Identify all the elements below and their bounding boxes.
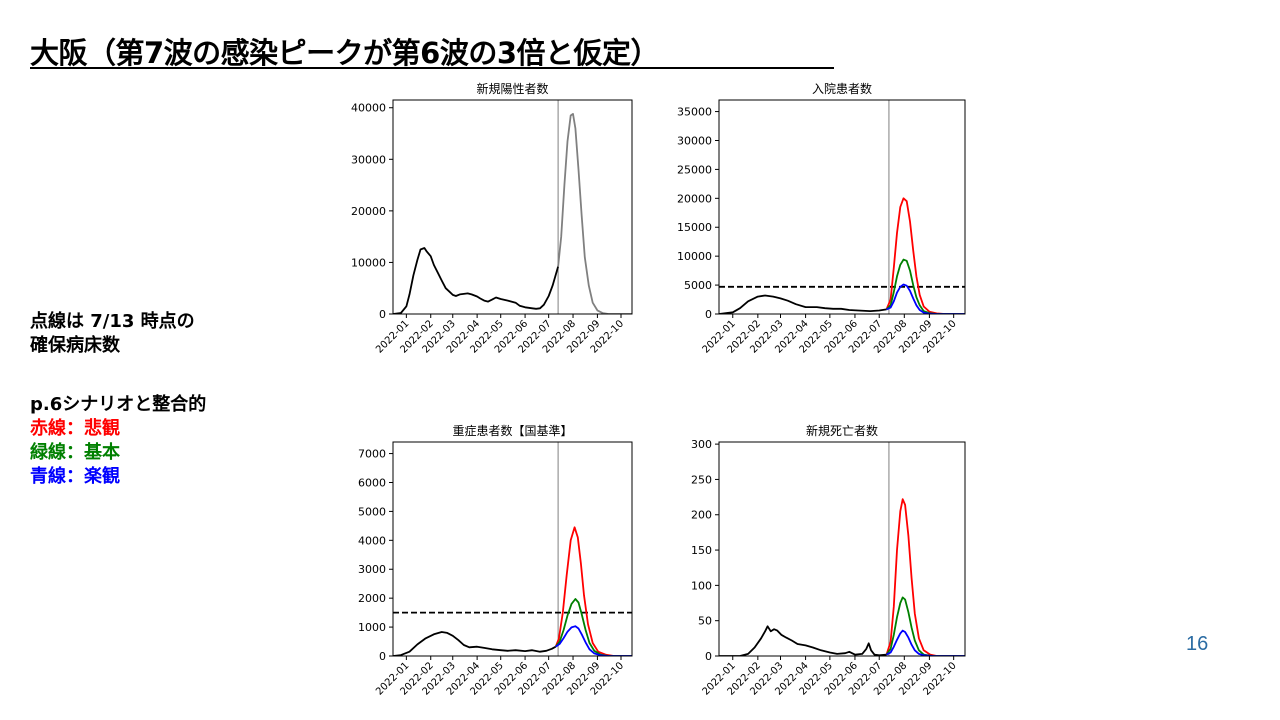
y-tick-label: 1000 bbox=[358, 621, 386, 634]
legend-base: 緑線：基本 bbox=[30, 442, 120, 463]
chart-hospitalized: 入院患者数 0 5000 10000 15000 20000 25000 30000 35000… bbox=[665, 78, 975, 378]
series-line-0 bbox=[393, 631, 557, 656]
plot-frame bbox=[718, 441, 966, 657]
y-tick-label: 0 bbox=[705, 650, 712, 663]
y-tick-label: 30000 bbox=[351, 153, 386, 166]
series-line-1 bbox=[557, 113, 632, 314]
y-tick-label: 40000 bbox=[351, 102, 386, 115]
series-line-0 bbox=[393, 247, 559, 314]
y-tick-label: 2000 bbox=[358, 592, 386, 605]
y-tick-label: 3000 bbox=[358, 563, 386, 576]
scenario-legend: p.6シナリオと整合的 赤線：悲観 緑線：基本 青線：楽観 bbox=[30, 393, 206, 489]
series-line-2 bbox=[885, 596, 965, 656]
chart-deaths: 新規死亡者数 0 50 100 150 200 250 300 2022-01 2022-02 20… bbox=[665, 420, 975, 720]
title-underline bbox=[30, 67, 834, 69]
capacity-note: 点線は 7/13 時点の 確保病床数 bbox=[30, 310, 195, 358]
y-tick-label: 20000 bbox=[677, 192, 712, 205]
y-tick-label: 150 bbox=[691, 544, 712, 557]
series-line-2 bbox=[554, 598, 632, 656]
plot-area bbox=[719, 100, 965, 314]
y-tick-label: 0 bbox=[379, 650, 386, 663]
y-tick-label: 200 bbox=[691, 509, 712, 522]
chart-title: 入院患者数 bbox=[812, 81, 872, 96]
y-tick-label: 250 bbox=[691, 473, 712, 486]
capacity-note-line2: 確保病床数 bbox=[30, 335, 120, 356]
plot-area bbox=[393, 442, 632, 656]
plot-area bbox=[393, 100, 632, 314]
y-tick-label: 4000 bbox=[358, 534, 386, 547]
chart-title: 新規死亡者数 bbox=[806, 423, 878, 438]
y-tick-label: 35000 bbox=[677, 106, 712, 119]
y-tick-label: 10000 bbox=[677, 250, 712, 263]
slide-title: 大阪（第7波の感染ピークが第6波の3倍と仮定） bbox=[30, 36, 660, 70]
legend-pessimistic: 赤線：悲観 bbox=[30, 418, 120, 439]
y-tick-label: 5000 bbox=[358, 505, 386, 518]
series-line-0 bbox=[719, 294, 887, 314]
plot-frame bbox=[392, 441, 633, 657]
series-line-1 bbox=[885, 498, 965, 656]
y-tick-label: 10000 bbox=[351, 256, 386, 269]
plot-area bbox=[719, 442, 965, 656]
series-line-3 bbox=[555, 625, 632, 656]
y-tick-label: 0 bbox=[379, 308, 386, 321]
consistency-note: p.6シナリオと整合的 bbox=[30, 394, 207, 415]
y-tick-label: 50 bbox=[698, 615, 712, 628]
y-tick-label: 100 bbox=[691, 579, 712, 592]
chart-title: 重症患者数【国基準】 bbox=[452, 423, 572, 438]
series-line-3 bbox=[886, 283, 965, 314]
chart-hospitalized-svg: 入院患者数 0 5000 10000 15000 20000 25000 30000 35000… bbox=[677, 81, 966, 356]
series-line-1 bbox=[554, 526, 632, 656]
y-tick-label: 300 bbox=[691, 438, 712, 451]
y-tick-label: 5000 bbox=[684, 279, 712, 292]
y-tick-label: 6000 bbox=[358, 476, 386, 489]
series-line-0 bbox=[719, 625, 887, 656]
series-line-1 bbox=[885, 197, 965, 314]
y-tick-label: 15000 bbox=[677, 221, 712, 234]
legend-optimistic: 青線：楽観 bbox=[30, 466, 120, 487]
chart-severe: 重症患者数【国基準】 0 1000 2000 3000 4000 5000 6000 7000 2… bbox=[340, 420, 640, 720]
y-tick-label: 25000 bbox=[677, 163, 712, 176]
y-tick-label: 0 bbox=[705, 308, 712, 321]
series-line-3 bbox=[886, 629, 965, 656]
y-tick-label: 20000 bbox=[351, 205, 386, 218]
chart-new-cases-svg: 新規陽性者数0100002000030000400002022-012022-0… bbox=[351, 81, 633, 356]
chart-severe-svg: 重症患者数【国基準】010002000300040005000600070002… bbox=[358, 423, 633, 698]
capacity-note-line1: 点線は 7/13 時点の bbox=[30, 311, 195, 332]
chart-title: 新規陽性者数 bbox=[476, 81, 548, 96]
plot-frame bbox=[392, 99, 633, 315]
page-number: 16 bbox=[1186, 633, 1209, 655]
chart-deaths-svg: 新規死亡者数0501001502002503002022-012022-0220… bbox=[691, 423, 966, 698]
y-tick-label: 30000 bbox=[677, 134, 712, 147]
plot-frame bbox=[718, 99, 966, 315]
y-tick-label: 7000 bbox=[358, 448, 386, 461]
chart-new-cases: 新規陽性者数 0 10000 20000 30000 40000 2022-01 2022-0… bbox=[340, 78, 640, 378]
